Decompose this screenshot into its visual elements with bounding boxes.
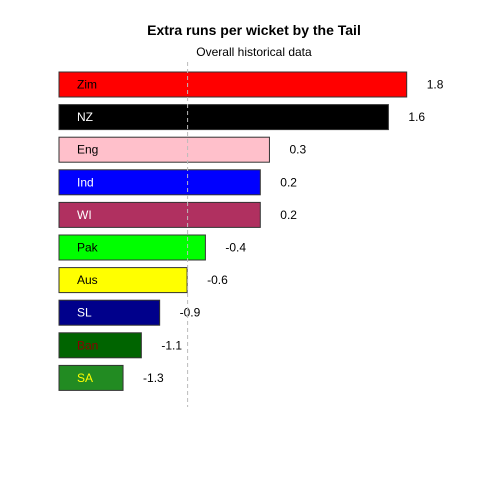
value-label-pak: -0.4	[225, 241, 246, 255]
category-label-sa: SA	[77, 371, 93, 385]
category-label-wi: WI	[77, 208, 92, 222]
value-label-aus: -0.6	[207, 273, 228, 287]
chart-subtitle: Overall historical data	[196, 45, 312, 59]
value-label-eng: 0.3	[289, 143, 306, 157]
category-label-eng: Eng	[77, 143, 98, 157]
category-label-ban: Ban	[77, 338, 98, 352]
bar-aus	[58, 267, 188, 294]
category-label-sl: SL	[77, 306, 92, 320]
category-label-ind: Ind	[77, 175, 94, 189]
value-label-ban: -1.1	[161, 338, 182, 352]
bar-eng	[58, 136, 270, 163]
category-label-nz: NZ	[77, 110, 93, 124]
bar-nz	[58, 104, 389, 131]
value-label-zim: 1.8	[427, 78, 444, 92]
value-label-ind: 0.2	[280, 175, 297, 189]
bars-group: Zim 1.8 NZ 1.6 Eng 0.3 Ind 0.2 WI 0.2 Pak -0.4 Aus -0…	[58, 71, 444, 391]
bar-sa	[58, 364, 124, 391]
category-label-aus: Aus	[77, 273, 98, 287]
bar-zim	[58, 71, 408, 98]
bar-ind	[58, 169, 261, 196]
value-label-sa: -1.3	[143, 371, 164, 385]
category-label-zim: Zim	[77, 78, 97, 92]
value-label-nz: 1.6	[408, 110, 425, 124]
category-label-pak: Pak	[77, 241, 99, 255]
chart-title: Extra runs per wicket by the Tail	[147, 22, 361, 38]
bar-wi	[58, 201, 261, 228]
value-label-wi: 0.2	[280, 208, 297, 222]
bar-pak	[58, 234, 206, 261]
value-label-sl: -0.9	[180, 306, 201, 320]
bar-ban	[58, 332, 142, 359]
bar-sl	[58, 299, 161, 326]
